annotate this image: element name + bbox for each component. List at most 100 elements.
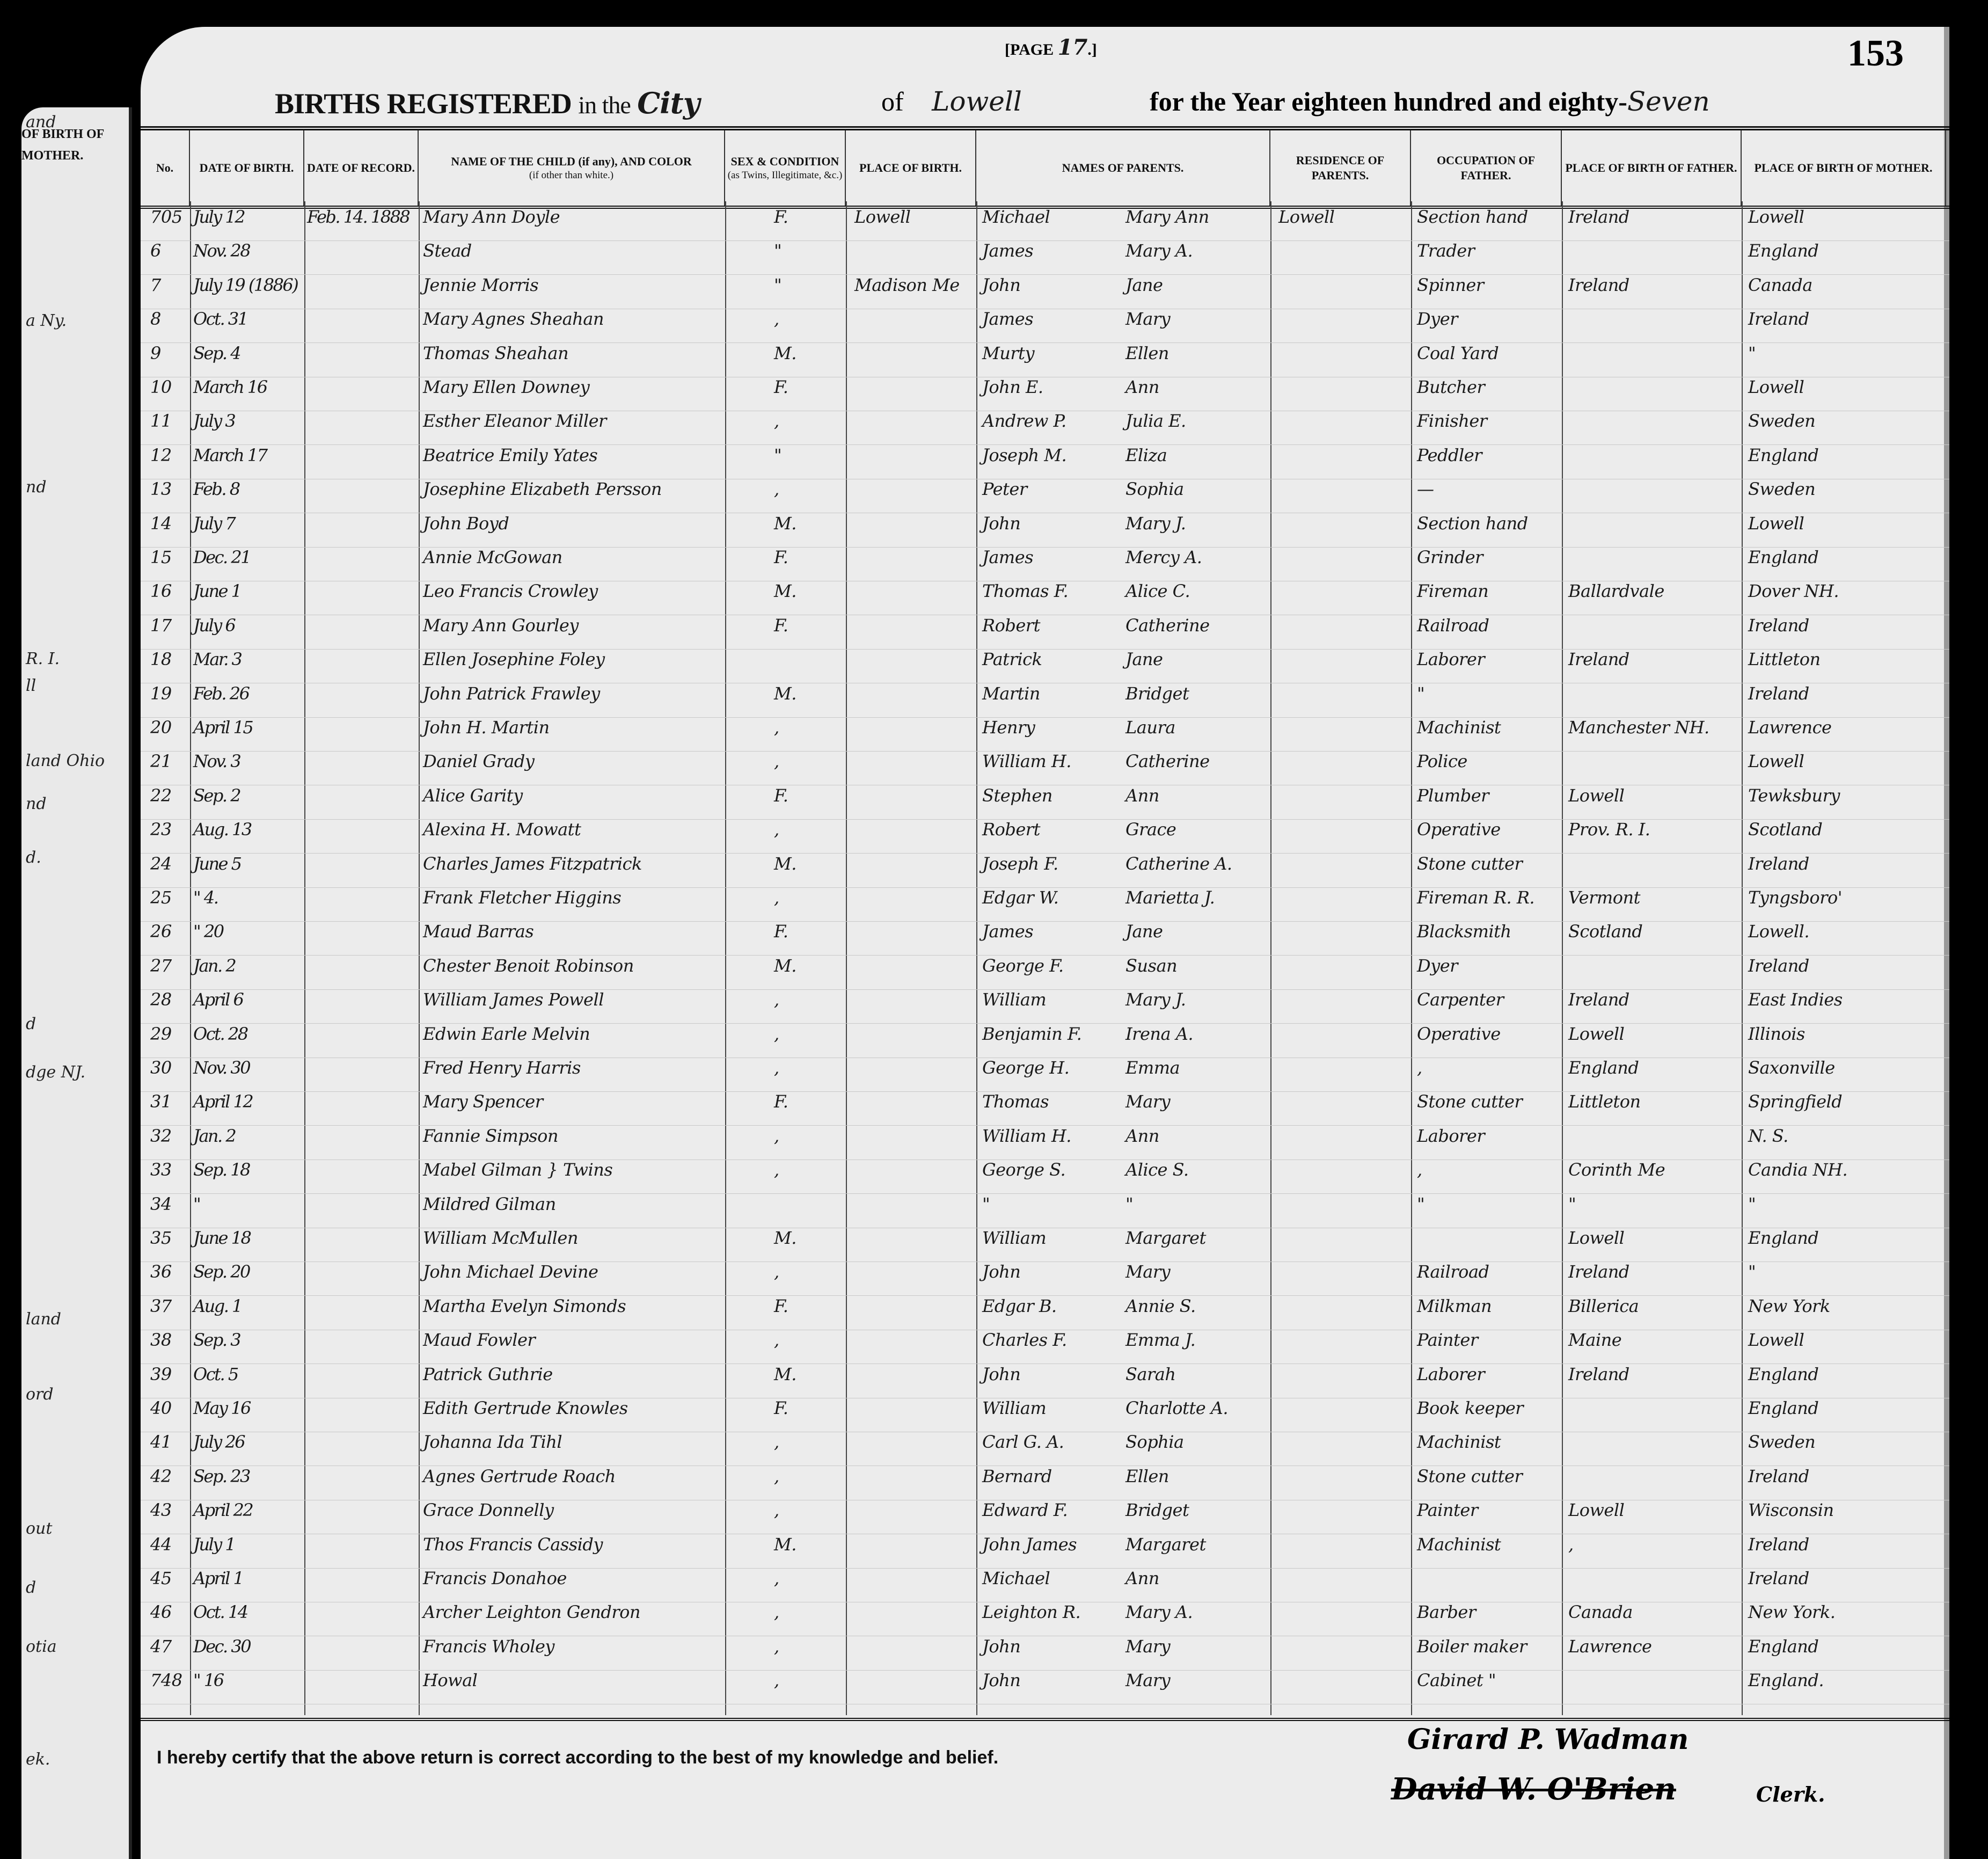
- column-header-name: NAME OF THE CHILD (if any), AND COLOR (if…: [419, 130, 725, 206]
- table-row: 39 Oct. 5 Patrick Guthrie M. John Sarah Labore…: [141, 1364, 1949, 1398]
- table-row: 43 April 22 Grace Donnelly, Edward F. Bridge…: [141, 1500, 1949, 1535]
- sex-condition: F.: [774, 1091, 788, 1112]
- entry-number: 26: [150, 921, 172, 942]
- father-name: John: [982, 1262, 1021, 1282]
- sex-condition: F.: [774, 207, 788, 227]
- column-label: PLACE OF BIRTH OF FATHER.: [1565, 161, 1737, 174]
- father-occupation: Finisher: [1417, 411, 1487, 432]
- mother-name: Mary Ann: [1125, 207, 1209, 227]
- table-row: 16 June 1 Leo Francis Crowley M. Thomas F. Al…: [141, 581, 1949, 616]
- entry-number: 30: [150, 1058, 172, 1078]
- date-of-birth: March 17: [193, 444, 268, 465]
- table-row: 34 " Mildred Gilman " " " " ": [141, 1194, 1949, 1228]
- table-row: 15 Dec. 21 Annie McGowan F. James Mercy A. Gri…: [141, 547, 1949, 581]
- entry-number: 44: [150, 1534, 172, 1555]
- date-of-birth: " 16: [193, 1670, 224, 1691]
- father-name: Michael: [982, 207, 1050, 227]
- date-of-birth: Oct. 14: [193, 1602, 248, 1623]
- mother-name: Mary J.: [1125, 513, 1186, 534]
- father-name: Charles F.: [982, 1330, 1067, 1351]
- place-of-birth: Madison Me: [854, 274, 960, 295]
- father-name: James: [982, 309, 1034, 330]
- column-label: PLACE OF BIRTH OF MOTHER.: [1754, 161, 1933, 174]
- father-occupation: ": [1417, 1193, 1425, 1214]
- child-name: John Michael Devine: [423, 1262, 598, 1282]
- table-row: 21 Nov. 3 Daniel Grady, William H. Catherine…: [141, 751, 1949, 786]
- date-of-birth: Nov. 3: [193, 751, 242, 772]
- sex-condition: ,: [774, 717, 779, 738]
- column-sublabel: (as Twins, Illegitimate, &c.): [727, 170, 843, 181]
- child-name: Alexina H. Mowatt: [423, 819, 581, 840]
- mother-name: Irena A.: [1125, 1023, 1194, 1044]
- mother-birthplace: Ireland: [1748, 1534, 1809, 1555]
- father-occupation: Fireman R. R.: [1417, 887, 1535, 908]
- mother-name: Mary: [1125, 1670, 1171, 1691]
- date-of-birth: " 4.: [193, 887, 219, 908]
- mother-name: Ann: [1125, 1568, 1159, 1588]
- table-row: 28 April 6 William James Powell, William Mar…: [141, 989, 1949, 1024]
- mother-birthplace: England: [1748, 1228, 1819, 1248]
- sex-condition: ,: [774, 1568, 779, 1588]
- mother-name: Mary: [1125, 1262, 1171, 1282]
- father-occupation: ,: [1417, 1058, 1422, 1078]
- date-of-birth: Nov. 28: [193, 240, 251, 261]
- mother-birthplace: Canada: [1748, 274, 1812, 295]
- column-header-place: PLACE OF BIRTH.: [846, 130, 976, 206]
- mother-birthplace: England: [1748, 547, 1819, 567]
- column-rule: [1411, 201, 1412, 1715]
- mother-birthplace: Ireland: [1748, 1568, 1809, 1588]
- entry-number: 32: [150, 1125, 172, 1146]
- mother-birthplace: Lowell: [1748, 513, 1804, 534]
- mother-birthplace: Lowell: [1748, 751, 1804, 772]
- date-of-birth: May 16: [193, 1398, 251, 1418]
- sex-condition: F.: [774, 1398, 788, 1418]
- entry-number: 748: [150, 1670, 182, 1691]
- column-label: No.: [156, 161, 174, 174]
- sex-condition: F.: [774, 547, 788, 567]
- table-row: 42 Sep. 23 Agnes Gertrude Roach, Bernard Ell…: [141, 1466, 1949, 1500]
- municipality-line: of Lowell: [881, 86, 1022, 117]
- child-name: Thomas Sheahan: [423, 342, 569, 363]
- table-row: 30 Nov. 30 Fred Henry Harris, George H. Emma…: [141, 1058, 1949, 1092]
- column-header-record: DATE OF RECORD.: [304, 130, 419, 206]
- table-row: 26 " 20 Maud Barras F. James Jane Blacksmith Sc…: [141, 921, 1949, 956]
- entry-number: 31: [150, 1091, 172, 1112]
- child-name: Josephine Elizabeth Persson: [423, 479, 662, 500]
- entry-number: 18: [150, 649, 172, 670]
- father-birthplace: Prov. R. I.: [1568, 819, 1650, 840]
- father-birthplace: England: [1568, 1058, 1639, 1078]
- child-name: Chester Benoit Robinson: [423, 955, 634, 976]
- sex-condition: F.: [774, 1295, 788, 1316]
- mother-name: Grace: [1125, 819, 1176, 840]
- father-occupation: Coal Yard: [1417, 342, 1499, 363]
- father-name: George S.: [982, 1160, 1066, 1180]
- father-birthplace: Lawrence: [1568, 1636, 1652, 1657]
- sex-condition: M.: [774, 1228, 796, 1248]
- folio-number: 153: [1847, 33, 1904, 74]
- left-page-fragment: ord: [26, 1385, 54, 1404]
- father-name: Edgar B.: [982, 1295, 1057, 1316]
- mother-birthplace: England: [1748, 1364, 1819, 1384]
- father-name: George F.: [982, 955, 1064, 976]
- date-of-birth: June 5: [193, 853, 242, 874]
- mother-birthplace: Ireland: [1748, 1466, 1809, 1486]
- sex-condition: F.: [774, 785, 788, 806]
- table-row: 22 Sep. 2 Alice Garity F. Stephen Ann Plumber L…: [141, 785, 1949, 820]
- column-header-occupation: OCCUPATION OF FATHER.: [1411, 130, 1562, 206]
- entry-number: 11: [150, 411, 172, 432]
- entry-number: 36: [150, 1262, 172, 1282]
- mother-birthplace: Ireland: [1748, 615, 1809, 636]
- mother-birthplace: N. S.: [1748, 1125, 1788, 1146]
- sex-condition: M.: [774, 581, 796, 602]
- child-name: Maud Barras: [423, 921, 534, 942]
- entry-number: 13: [150, 479, 172, 500]
- left-page-fragment: d: [26, 1015, 36, 1033]
- table-row: 9 Sep. 4 Thomas Sheahan M. Murty Ellen Coal Ya…: [141, 343, 1949, 377]
- mother-name: Annie S.: [1125, 1295, 1196, 1316]
- child-name: Patrick Guthrie: [423, 1364, 553, 1384]
- date-of-birth: Sep. 20: [193, 1262, 251, 1282]
- mother-birthplace: East Indies: [1748, 989, 1843, 1010]
- mother-birthplace: England: [1748, 1636, 1819, 1657]
- date-of-birth: March 16: [193, 377, 268, 397]
- left-page-fragment: R. I.: [26, 650, 60, 668]
